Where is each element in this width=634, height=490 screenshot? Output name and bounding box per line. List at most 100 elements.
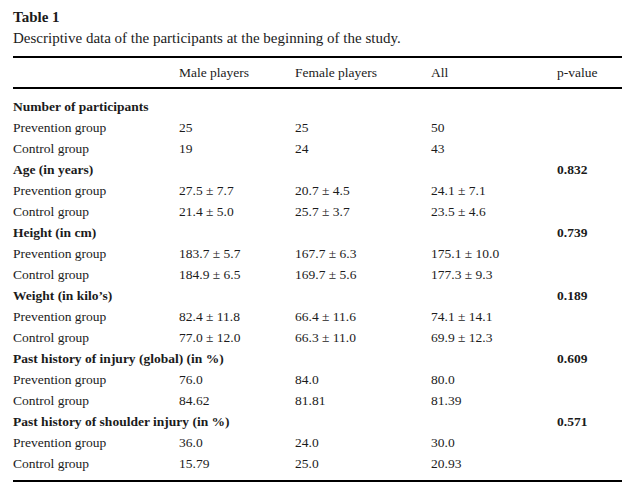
section-row: Age (in years)0.832	[13, 159, 622, 180]
table-header: Male players Female players All p-value	[13, 57, 622, 88]
male-players-value-cell: 76.0	[179, 369, 295, 390]
row-label-cell: Prevention group	[13, 369, 179, 390]
p-value-cell: 0.571	[557, 411, 622, 432]
male-players-value-cell: 36.0	[179, 432, 295, 453]
all-value-cell: 50	[431, 117, 557, 138]
female-players-value-cell: 24.0	[295, 432, 431, 453]
row-label-cell: Control group	[13, 201, 179, 222]
data-row: Control group192443	[13, 138, 622, 159]
section-row: Height (in cm)0.739	[13, 222, 622, 243]
male-players-value-cell: 84.62	[179, 390, 295, 411]
section-label-cell: Past history of injury (global) (in %)	[13, 348, 557, 369]
column-header-empty	[13, 57, 179, 88]
table-caption: Descriptive data of the participants at …	[13, 27, 622, 49]
female-players-value-cell: 84.0	[295, 369, 431, 390]
p-value-cell: 0.832	[557, 159, 622, 180]
data-row: Prevention group82.4 ± 11.866.4 ± 11.674…	[13, 306, 622, 327]
male-players-value-cell: 183.7 ± 5.7	[179, 243, 295, 264]
all-value-cell: 74.1 ± 14.1	[431, 306, 557, 327]
section-label-cell: Weight (in kilo’s)	[13, 285, 557, 306]
data-row: Prevention group36.024.030.0	[13, 432, 622, 453]
all-value-cell: 24.1 ± 7.1	[431, 180, 557, 201]
male-players-value-cell: 21.4 ± 5.0	[179, 201, 295, 222]
female-players-value-cell: 25	[295, 117, 431, 138]
all-value-cell: 81.39	[431, 390, 557, 411]
all-value-cell: 20.93	[431, 453, 557, 481]
column-header-p-value: p-value	[557, 57, 622, 88]
p-value-cell	[557, 88, 622, 117]
descriptive-data-table: Male players Female players All p-value …	[13, 56, 622, 482]
row-label-cell: Control group	[13, 390, 179, 411]
p-value-cell	[557, 264, 622, 285]
section-row: Number of participants	[13, 88, 622, 117]
p-value-cell	[557, 327, 622, 348]
section-label-cell: Past history of shoulder injury (in %)	[13, 411, 557, 432]
p-value-cell	[557, 453, 622, 481]
p-value-cell	[557, 243, 622, 264]
all-value-cell: 30.0	[431, 432, 557, 453]
p-value-cell	[557, 432, 622, 453]
all-value-cell: 43	[431, 138, 557, 159]
row-label-cell: Control group	[13, 327, 179, 348]
column-header-female-players: Female players	[295, 57, 431, 88]
section-row: Weight (in kilo’s)0.189	[13, 285, 622, 306]
p-value-cell	[557, 180, 622, 201]
female-players-value-cell: 25.7 ± 3.7	[295, 201, 431, 222]
female-players-value-cell: 66.3 ± 11.0	[295, 327, 431, 348]
female-players-value-cell: 81.81	[295, 390, 431, 411]
female-players-value-cell: 169.7 ± 5.6	[295, 264, 431, 285]
row-label-cell: Control group	[13, 138, 179, 159]
male-players-value-cell: 184.9 ± 6.5	[179, 264, 295, 285]
row-label-cell: Control group	[13, 453, 179, 481]
male-players-value-cell: 15.79	[179, 453, 295, 481]
table-body: Number of participantsPrevention group25…	[13, 88, 622, 481]
female-players-value-cell: 66.4 ± 11.6	[295, 306, 431, 327]
section-label-cell: Number of participants	[13, 88, 557, 117]
female-players-value-cell: 20.7 ± 4.5	[295, 180, 431, 201]
female-players-value-cell: 25.0	[295, 453, 431, 481]
all-value-cell: 69.9 ± 12.3	[431, 327, 557, 348]
male-players-value-cell: 19	[179, 138, 295, 159]
row-label-cell: Prevention group	[13, 180, 179, 201]
row-label-cell: Prevention group	[13, 117, 179, 138]
all-value-cell: 175.1 ± 10.0	[431, 243, 557, 264]
p-value-cell	[557, 306, 622, 327]
p-value-cell: 0.189	[557, 285, 622, 306]
all-value-cell: 177.3 ± 9.3	[431, 264, 557, 285]
data-row: Prevention group252550	[13, 117, 622, 138]
data-row: Control group21.4 ± 5.025.7 ± 3.723.5 ± …	[13, 201, 622, 222]
section-label-cell: Height (in cm)	[13, 222, 557, 243]
paper-table-figure: Table 1 Descriptive data of the particip…	[0, 0, 634, 482]
p-value-cell	[557, 201, 622, 222]
data-row: Control group15.7925.020.93	[13, 453, 622, 481]
row-label-cell: Prevention group	[13, 243, 179, 264]
data-row: Control group184.9 ± 6.5169.7 ± 5.6177.3…	[13, 264, 622, 285]
male-players-value-cell: 27.5 ± 7.7	[179, 180, 295, 201]
column-header-all: All	[431, 57, 557, 88]
all-value-cell: 23.5 ± 4.6	[431, 201, 557, 222]
header-row: Male players Female players All p-value	[13, 57, 622, 88]
p-value-cell	[557, 117, 622, 138]
table-number-title: Table 1	[13, 7, 622, 27]
p-value-cell	[557, 390, 622, 411]
p-value-cell	[557, 369, 622, 390]
male-players-value-cell: 77.0 ± 12.0	[179, 327, 295, 348]
data-row: Prevention group76.084.080.0	[13, 369, 622, 390]
data-row: Control group77.0 ± 12.066.3 ± 11.069.9 …	[13, 327, 622, 348]
p-value-cell	[557, 138, 622, 159]
female-players-value-cell: 24	[295, 138, 431, 159]
row-label-cell: Prevention group	[13, 306, 179, 327]
p-value-cell: 0.609	[557, 348, 622, 369]
row-label-cell: Control group	[13, 264, 179, 285]
section-row: Past history of injury (global) (in %)0.…	[13, 348, 622, 369]
female-players-value-cell: 167.7 ± 6.3	[295, 243, 431, 264]
male-players-value-cell: 82.4 ± 11.8	[179, 306, 295, 327]
row-label-cell: Prevention group	[13, 432, 179, 453]
data-row: Control group84.6281.8181.39	[13, 390, 622, 411]
section-label-cell: Age (in years)	[13, 159, 557, 180]
data-row: Prevention group27.5 ± 7.720.7 ± 4.524.1…	[13, 180, 622, 201]
p-value-cell: 0.739	[557, 222, 622, 243]
data-row: Prevention group183.7 ± 5.7167.7 ± 6.317…	[13, 243, 622, 264]
all-value-cell: 80.0	[431, 369, 557, 390]
column-header-male-players: Male players	[179, 57, 295, 88]
